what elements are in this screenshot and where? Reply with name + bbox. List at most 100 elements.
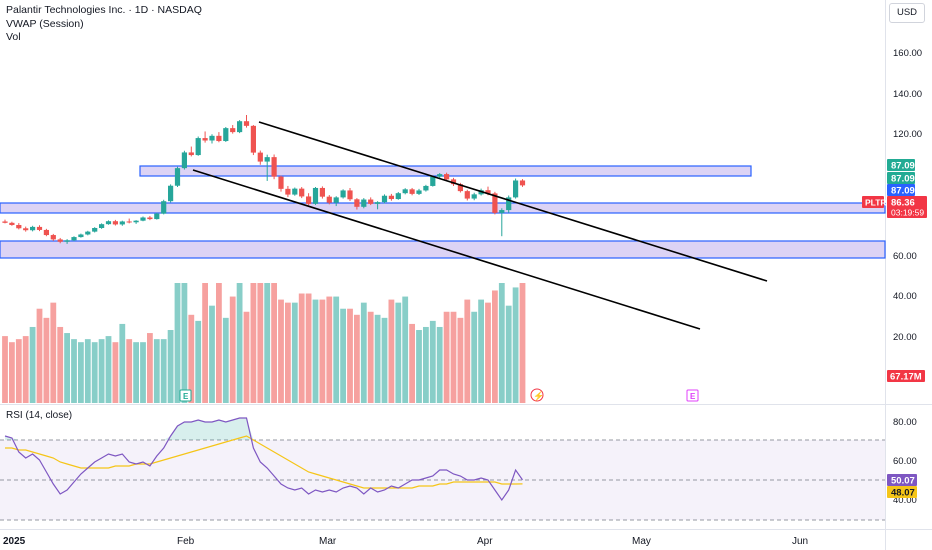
candle-body xyxy=(457,184,463,192)
support-zone-upper[interactable] xyxy=(0,202,886,214)
support-zone-lower[interactable] xyxy=(0,240,886,259)
vwap-indicator-label[interactable]: VWAP (Session) xyxy=(6,18,84,30)
volume-bar xyxy=(291,302,298,403)
rsi-ma-line xyxy=(5,435,523,489)
volume-bar xyxy=(84,339,91,403)
earnings-marker-past[interactable] xyxy=(179,389,192,402)
volume-bar xyxy=(374,314,381,403)
volume-bar xyxy=(519,283,526,403)
volume-bar xyxy=(140,342,146,403)
time-label: Apr xyxy=(477,536,493,547)
candle-body xyxy=(402,189,408,194)
candle-body xyxy=(499,210,505,213)
channel-upper-trendline[interactable] xyxy=(258,121,768,282)
rsi-tick: 60.00 xyxy=(893,456,917,467)
rsi-line xyxy=(4,417,523,502)
candle-body xyxy=(78,234,84,238)
volume-bar xyxy=(91,342,98,403)
candle-body xyxy=(23,228,29,231)
candle-body xyxy=(381,195,388,203)
price-tick: 60.00 xyxy=(893,251,917,262)
last-price-badge xyxy=(887,196,927,218)
candle-body xyxy=(278,176,284,189)
volume-bar xyxy=(319,299,326,403)
candle-body xyxy=(292,188,298,195)
volume-bar xyxy=(160,339,167,403)
candle-body xyxy=(409,189,415,194)
volume-bar xyxy=(354,314,360,403)
candle-body xyxy=(354,199,360,207)
volume-bar xyxy=(181,283,188,403)
volume-bar xyxy=(388,299,395,403)
volume-bar xyxy=(443,311,450,403)
earnings-marker-glyph: E xyxy=(183,392,189,401)
volume-indicator-label[interactable]: Vol xyxy=(6,31,21,43)
volume-bar xyxy=(429,320,436,403)
candle-body xyxy=(395,193,401,200)
candle-body xyxy=(437,174,443,177)
volume-bar xyxy=(333,296,340,403)
candle-body xyxy=(243,121,250,126)
volume-bar xyxy=(222,317,229,403)
volume-bar xyxy=(126,339,133,403)
rsi-indicator-label[interactable]: RSI (14, close) xyxy=(6,410,73,421)
volume-bar xyxy=(153,339,160,403)
dividend-icon[interactable] xyxy=(530,388,544,402)
volume-bar xyxy=(326,296,333,403)
volume-bar xyxy=(278,299,284,403)
candle-body xyxy=(257,152,263,162)
candle-body xyxy=(368,199,374,204)
volume-badge xyxy=(887,370,925,382)
volume-bar xyxy=(360,302,367,403)
candle-body xyxy=(250,125,256,153)
volume-bar xyxy=(236,283,243,403)
volume-bar xyxy=(347,308,353,403)
candle-body xyxy=(119,221,125,225)
candle-body xyxy=(416,190,422,194)
candle-body xyxy=(209,135,215,141)
candle-body xyxy=(513,180,519,198)
last-price-text: 86.36 xyxy=(891,198,915,209)
volume-bar xyxy=(216,283,222,403)
volume-bar xyxy=(485,302,491,403)
symbol-badge xyxy=(862,196,884,208)
volume-bar xyxy=(264,283,271,403)
volume-bar xyxy=(98,339,105,403)
candle-body xyxy=(112,221,118,225)
candle-body xyxy=(285,188,291,195)
candle-body xyxy=(375,202,381,204)
time-label: Mar xyxy=(319,536,337,547)
volume-bar xyxy=(209,305,215,403)
volume-bar xyxy=(416,330,422,403)
candle-body xyxy=(506,197,512,211)
candle-body xyxy=(444,174,450,180)
dividend-icon-glyph: ⚡ xyxy=(533,390,544,402)
candle-body xyxy=(140,217,146,221)
earnings-marker-glyph: E xyxy=(690,392,696,401)
volume-bar xyxy=(9,342,15,403)
price-tick: 140.00 xyxy=(893,89,922,100)
currency-button[interactable]: USD xyxy=(889,3,925,23)
volume-bar xyxy=(174,283,181,403)
volume-bar xyxy=(312,299,319,403)
volume-bar xyxy=(78,342,84,403)
channel-lower-trendline[interactable] xyxy=(192,169,701,330)
volume-bar xyxy=(2,336,8,403)
candle-body xyxy=(450,179,457,185)
volume-bar xyxy=(195,320,202,403)
candlesticks xyxy=(2,114,526,244)
candle-body xyxy=(347,190,353,200)
volume-bar xyxy=(250,283,257,403)
candle-body xyxy=(71,237,77,241)
candle-body xyxy=(147,217,153,220)
candle-body xyxy=(64,240,70,242)
candle-body xyxy=(133,220,139,223)
volume-bar xyxy=(57,326,64,403)
volume-badge-text: 67.17M xyxy=(890,372,922,383)
volume-bar xyxy=(105,336,112,403)
earnings-marker-upcoming[interactable] xyxy=(686,389,699,402)
rsi-value-badge xyxy=(887,474,917,486)
candle-body xyxy=(99,224,105,229)
volume-bar xyxy=(50,302,57,403)
